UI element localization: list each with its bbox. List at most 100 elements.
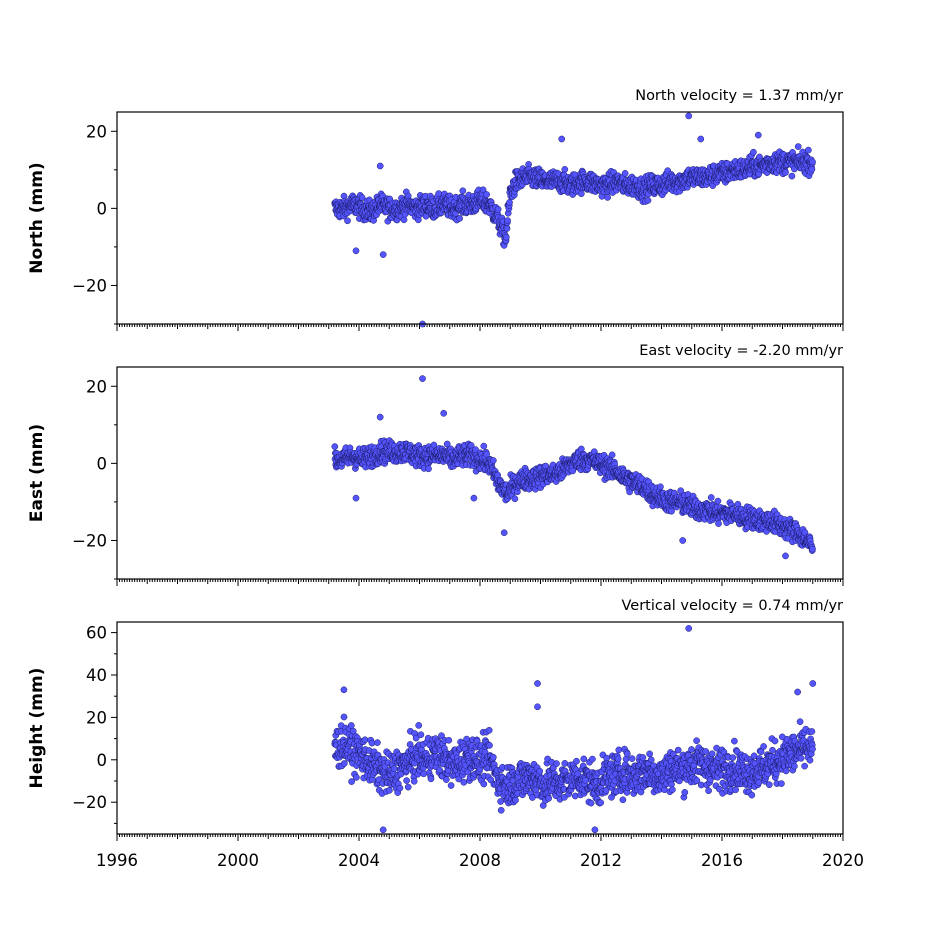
data-point xyxy=(486,742,493,749)
data-point xyxy=(644,197,652,204)
outlier-point xyxy=(697,135,705,143)
data-point xyxy=(615,746,623,754)
data-point xyxy=(400,216,408,224)
y-tick-label: 40 xyxy=(86,666,107,685)
data-point xyxy=(715,520,722,527)
y-tick-label: −20 xyxy=(72,276,107,295)
data-point xyxy=(577,190,585,198)
data-point xyxy=(619,796,627,804)
data-point xyxy=(410,777,418,785)
outlier-point xyxy=(782,552,789,560)
data-point xyxy=(608,451,616,459)
data-point xyxy=(545,795,552,802)
data-point xyxy=(788,172,796,180)
data-point xyxy=(396,784,404,792)
data-point xyxy=(714,497,722,505)
data-point xyxy=(404,783,412,791)
data-point xyxy=(347,722,355,729)
outlier-point xyxy=(352,494,360,502)
east-velocity-title: East velocity = -2.20 mm/yr xyxy=(639,343,843,359)
data-point xyxy=(340,713,348,721)
north-velocity-title: North velocity = 1.37 mm/yr xyxy=(635,88,843,104)
outlier-point xyxy=(470,494,478,502)
data-point xyxy=(794,143,802,150)
data-point xyxy=(805,146,812,154)
north-y-ticks: −20 0 20 xyxy=(72,122,117,325)
data-point xyxy=(597,799,605,807)
data-point xyxy=(460,778,468,786)
data-point xyxy=(420,770,428,778)
data-point xyxy=(485,726,493,734)
y-tick-label: 20 xyxy=(86,122,107,141)
data-point xyxy=(573,757,580,765)
outlier-point xyxy=(685,112,693,120)
data-point xyxy=(502,233,510,241)
outlier-point xyxy=(419,375,426,382)
y-tick-label: −20 xyxy=(72,531,107,550)
data-point xyxy=(571,792,579,800)
data-point xyxy=(390,765,398,772)
data-point xyxy=(480,442,488,450)
data-point xyxy=(604,194,611,201)
data-point xyxy=(497,798,504,805)
y-tick-label: 0 xyxy=(97,751,108,770)
data-point xyxy=(427,775,435,783)
data-point xyxy=(553,760,560,767)
data-point xyxy=(506,199,513,206)
data-point xyxy=(497,806,505,814)
data-point xyxy=(809,545,816,553)
outlier-point xyxy=(754,131,762,139)
east-ylabel: East (mm) xyxy=(27,424,47,522)
y-tick-label: −20 xyxy=(72,793,107,812)
outlier-point xyxy=(379,251,387,258)
outlier-point xyxy=(500,529,508,537)
data-point xyxy=(561,760,569,767)
y-tick-label: 0 xyxy=(97,454,108,473)
data-point xyxy=(639,754,647,761)
data-point xyxy=(442,776,450,783)
north-panel: North velocity = 1.37 mm/yr North (mm) −… xyxy=(27,88,844,331)
data-point xyxy=(417,731,425,739)
data-point xyxy=(489,753,497,761)
data-point xyxy=(561,166,569,173)
north-data-points xyxy=(331,112,816,328)
data-point xyxy=(494,205,502,213)
data-point xyxy=(587,799,595,807)
data-point xyxy=(809,158,816,166)
data-point xyxy=(614,755,622,763)
data-point xyxy=(504,217,511,224)
outlier-point xyxy=(558,135,566,143)
data-point xyxy=(782,169,789,176)
data-point xyxy=(331,443,339,450)
data-point xyxy=(707,494,715,501)
data-point xyxy=(425,465,432,473)
north-ylabel: North (mm) xyxy=(27,162,47,273)
data-point xyxy=(436,766,443,774)
data-point xyxy=(808,165,816,173)
data-point xyxy=(621,170,629,177)
data-point xyxy=(657,483,664,491)
data-point xyxy=(536,767,544,775)
data-point xyxy=(353,774,360,781)
data-point xyxy=(344,217,351,225)
data-point xyxy=(511,495,519,503)
data-point xyxy=(480,780,488,788)
data-point xyxy=(340,760,348,767)
outlier-point xyxy=(376,162,384,170)
data-point xyxy=(415,722,423,729)
data-point xyxy=(459,187,467,195)
data-point xyxy=(403,777,410,784)
data-point xyxy=(623,750,631,758)
outlier-point xyxy=(352,247,360,255)
outlier-point xyxy=(376,413,384,421)
y-tick-label: 20 xyxy=(86,708,107,727)
data-point xyxy=(456,215,463,222)
data-point xyxy=(386,786,393,794)
data-point xyxy=(503,225,511,232)
y-tick-label: 20 xyxy=(86,377,107,396)
height-ylabel: Height (mm) xyxy=(27,668,47,789)
data-point xyxy=(361,736,369,744)
vertical-velocity-title: Vertical velocity = 0.74 mm/yr xyxy=(622,598,844,614)
